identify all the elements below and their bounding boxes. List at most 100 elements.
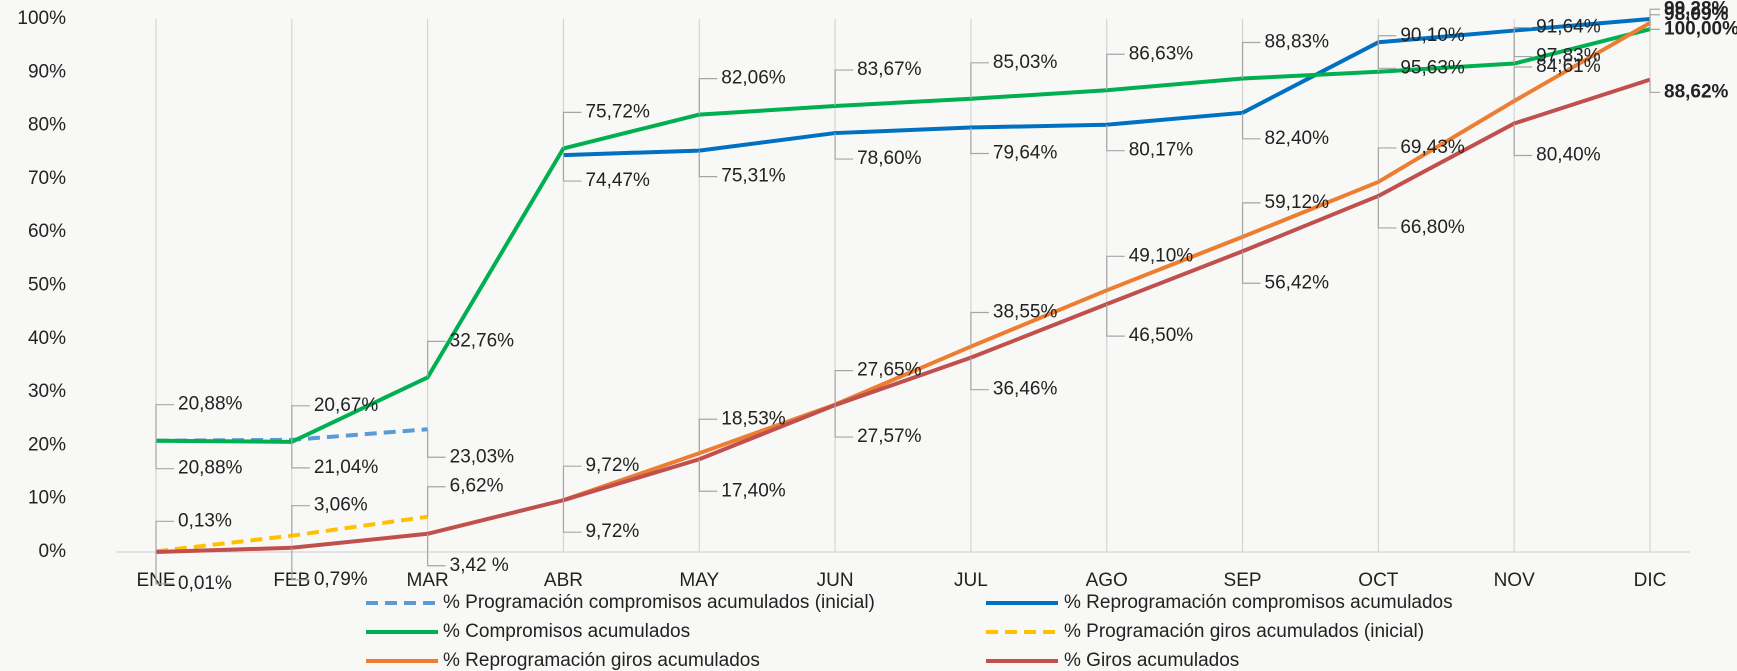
x-tick-label: ABR xyxy=(544,570,583,591)
leader-line xyxy=(1513,30,1533,58)
leader-line xyxy=(1241,251,1261,284)
data-label: 49,10% xyxy=(1129,245,1194,266)
data-label: 84,61% xyxy=(1536,56,1601,77)
data-label: 91,64% xyxy=(1536,17,1601,38)
x-tick-label: OCT xyxy=(1358,570,1399,591)
leader-line xyxy=(1649,8,1660,23)
data-label: 23,03% xyxy=(450,446,515,467)
leader-line xyxy=(1106,304,1125,337)
x-tick-label: DIC xyxy=(1634,570,1667,591)
leader-line xyxy=(1377,35,1397,72)
leader-line xyxy=(291,547,310,581)
leader-line xyxy=(1649,79,1660,94)
data-label: 88,62% xyxy=(1664,81,1729,102)
leader-line xyxy=(155,551,174,585)
data-label: 79,64% xyxy=(993,143,1058,164)
y-tick-label: 100% xyxy=(17,8,66,29)
data-label: 21,04% xyxy=(314,457,379,478)
leader-line xyxy=(698,418,718,454)
y-tick-label: 0% xyxy=(39,541,67,562)
leader-line xyxy=(970,357,989,391)
leader-line xyxy=(1241,112,1261,140)
leader-line xyxy=(562,465,582,501)
data-label: 27,65% xyxy=(857,360,922,381)
data-label: 80,40% xyxy=(1536,144,1601,165)
y-tick-label: 90% xyxy=(28,61,66,82)
data-label: 82,06% xyxy=(721,68,786,89)
leader-line xyxy=(155,404,174,441)
leader-line xyxy=(427,340,446,378)
leader-line xyxy=(834,405,854,438)
leader-line xyxy=(291,505,310,536)
data-label: 66,80% xyxy=(1400,217,1465,238)
data-label: 80,17% xyxy=(1129,140,1194,161)
data-label: 9,72% xyxy=(585,521,639,542)
data-label: 100,00% xyxy=(1664,18,1737,39)
data-label: 32,76% xyxy=(450,330,515,351)
x-tick-label: AGO xyxy=(1086,570,1128,591)
data-label: 78,60% xyxy=(857,148,922,169)
leader-line xyxy=(1241,202,1261,237)
data-label: 9,72% xyxy=(585,455,639,476)
leader-line xyxy=(1377,42,1397,69)
legend-label: % Reprogramación giros acumulados xyxy=(443,650,760,671)
leader-line xyxy=(834,133,854,160)
leader-line xyxy=(155,520,174,552)
x-tick-label: JUN xyxy=(817,570,854,591)
legend-label: % Reprogramación compromisos acumulados xyxy=(1064,592,1453,613)
legend-label: % Giros acumulados xyxy=(1064,650,1239,671)
leader-line xyxy=(562,500,582,533)
x-tick-label: MAR xyxy=(407,570,449,591)
data-label: 18,53% xyxy=(721,408,786,429)
leader-line xyxy=(834,370,854,405)
legend-label: % Compromisos acumulados xyxy=(443,621,690,642)
leader-line xyxy=(562,155,582,182)
leader-line xyxy=(1377,195,1397,229)
series-line xyxy=(155,77,1651,554)
x-tick-label: SEP xyxy=(1224,570,1262,591)
leader-line xyxy=(1106,255,1125,291)
leader-line xyxy=(1106,53,1125,91)
data-label: 82,40% xyxy=(1265,128,1330,149)
x-tick-label: MAY xyxy=(679,570,719,591)
leader-line xyxy=(698,78,718,115)
leader-line xyxy=(970,127,989,155)
data-label: 74,47% xyxy=(585,170,650,191)
leader-line xyxy=(970,62,989,99)
leader-line xyxy=(1513,123,1533,157)
leader-line xyxy=(1513,66,1533,102)
leader-line xyxy=(1513,26,1533,64)
data-label: 69,43% xyxy=(1400,137,1465,158)
leader-line xyxy=(291,405,310,442)
leader-line xyxy=(698,459,718,492)
leader-line xyxy=(291,439,310,469)
data-label: 97,83% xyxy=(1536,46,1601,67)
data-label: 36,46% xyxy=(993,379,1058,400)
y-tick-label: 80% xyxy=(28,115,66,136)
leader-line xyxy=(562,111,582,149)
y-tick-label: 70% xyxy=(28,168,66,189)
y-tick-label: 60% xyxy=(28,221,66,242)
data-label: 88,83% xyxy=(1265,32,1330,53)
data-label: 3,06% xyxy=(314,495,368,516)
data-label: 38,55% xyxy=(993,302,1058,323)
leader-line xyxy=(427,429,446,458)
leader-line xyxy=(427,486,446,517)
series-line xyxy=(155,27,1651,444)
y-tick-label: 40% xyxy=(28,328,66,349)
data-label: 90,10% xyxy=(1400,25,1465,46)
data-label: 83,67% xyxy=(857,59,922,80)
data-label: 99,28% xyxy=(1664,0,1729,19)
y-tick-label: 10% xyxy=(28,488,66,509)
data-label: 20,67% xyxy=(314,395,379,416)
leader-line xyxy=(1649,19,1660,30)
leader-line xyxy=(1241,41,1261,79)
leader-line xyxy=(834,69,854,107)
data-label: 27,57% xyxy=(857,426,922,447)
data-label: 46,50% xyxy=(1129,325,1194,346)
leader-line xyxy=(1377,147,1397,182)
data-label: 75,72% xyxy=(585,101,650,122)
data-label: 3,42 % xyxy=(450,555,509,576)
data-label: 75,31% xyxy=(721,166,786,187)
